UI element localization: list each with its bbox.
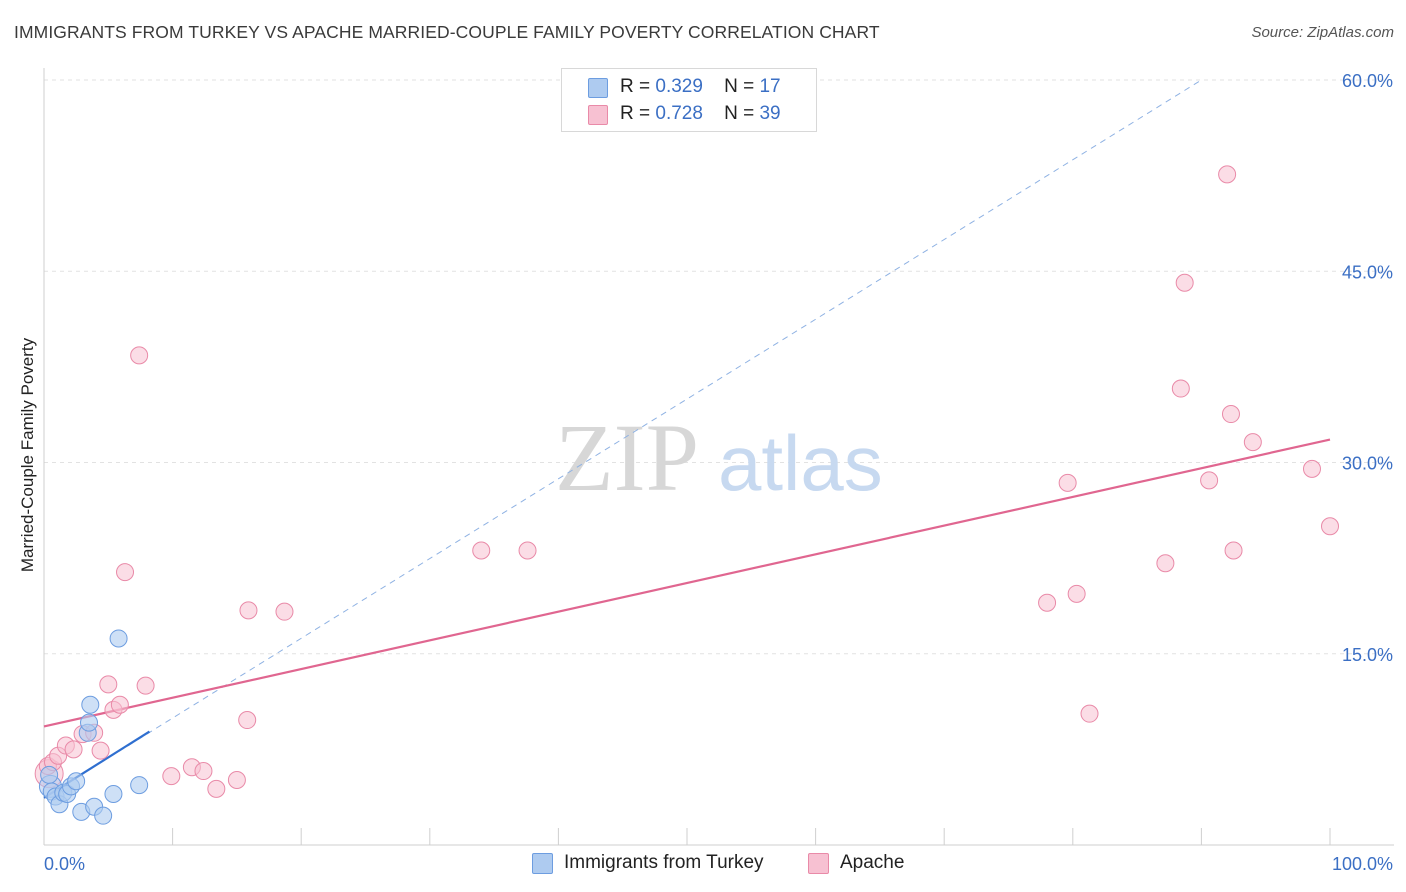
point-apache bbox=[130, 346, 149, 365]
legend-r-label: R = bbox=[620, 103, 651, 124]
point-apache bbox=[1058, 473, 1077, 492]
point-apache bbox=[1067, 584, 1086, 603]
point-apache bbox=[1302, 459, 1321, 478]
tick-labels: 15.0% 30.0% 45.0% 60.0% 0.0% 100.0% bbox=[44, 71, 1393, 874]
point-apache bbox=[1038, 593, 1057, 612]
x-tick-label: 0.0% bbox=[44, 854, 85, 874]
y-tick-label: 30.0% bbox=[1342, 454, 1393, 474]
point-turkey bbox=[130, 776, 149, 795]
point-apache bbox=[207, 779, 226, 798]
point-turkey bbox=[81, 695, 100, 714]
watermark-atlas: atlas bbox=[718, 419, 883, 507]
point-apache bbox=[1156, 554, 1175, 573]
point-turkey bbox=[40, 765, 59, 784]
point-apache bbox=[1224, 541, 1243, 560]
point-apache bbox=[1321, 517, 1339, 536]
point-turkey bbox=[67, 772, 86, 791]
point-apache bbox=[99, 675, 118, 694]
axes bbox=[43, 68, 1394, 846]
watermark: ZIP atlas bbox=[555, 404, 883, 511]
trend-line-turkey-extension bbox=[43, 79, 1202, 799]
bottom-legend-swatch-blue bbox=[532, 853, 553, 874]
point-apache bbox=[239, 601, 258, 620]
point-apache bbox=[1171, 379, 1190, 398]
point-apache bbox=[1080, 704, 1099, 723]
point-turkey bbox=[104, 785, 123, 803]
bottom-legend-label-apache: Apache bbox=[840, 852, 905, 873]
legend-n-label: N = bbox=[724, 76, 755, 97]
point-turkey bbox=[94, 806, 113, 825]
point-apache bbox=[64, 740, 83, 759]
legend-r-label: R = bbox=[620, 76, 651, 97]
legend-swatch-blue bbox=[588, 78, 608, 98]
legend-swatch-pink bbox=[588, 105, 608, 125]
point-apache bbox=[1200, 471, 1219, 490]
bottom-legend-label-turkey: Immigrants from Turkey bbox=[564, 852, 764, 873]
point-apache bbox=[194, 762, 213, 781]
y-axis-label: Married-Couple Family Poverty bbox=[18, 337, 37, 573]
data-points bbox=[34, 165, 1339, 825]
correlation-legend: R = 0.329 N = 17 R = 0.728 N = 39 bbox=[561, 68, 817, 132]
y-tick-label: 15.0% bbox=[1342, 645, 1393, 665]
trend-line-apache bbox=[43, 438, 1331, 728]
point-apache bbox=[472, 541, 491, 560]
y-tick-label: 45.0% bbox=[1342, 262, 1393, 282]
grid-lines bbox=[44, 79, 1394, 655]
point-apache bbox=[227, 770, 246, 789]
legend-n-value-turkey: 17 bbox=[759, 76, 781, 97]
point-apache bbox=[1218, 165, 1237, 184]
source-label: Source: ZipAtlas.com bbox=[1251, 24, 1394, 41]
point-apache bbox=[1221, 405, 1240, 424]
legend-r-value-apache: 0.728 bbox=[655, 103, 703, 124]
chart-title: IMMIGRANTS FROM TURKEY VS APACHE MARRIED… bbox=[14, 22, 880, 42]
x-tick-label: 100.0% bbox=[1332, 854, 1393, 874]
point-apache bbox=[518, 541, 537, 560]
point-apache bbox=[91, 741, 110, 760]
point-apache bbox=[162, 767, 181, 786]
bottom-legend-swatch-pink bbox=[808, 853, 829, 874]
point-apache bbox=[110, 695, 129, 714]
legend-n-label: N = bbox=[724, 103, 755, 124]
point-apache bbox=[1243, 433, 1262, 452]
legend-n-value-apache: 39 bbox=[759, 103, 781, 124]
point-turkey bbox=[80, 713, 99, 732]
legend-r-value-turkey: 0.329 bbox=[655, 76, 703, 97]
point-apache bbox=[238, 711, 257, 730]
point-apache bbox=[116, 563, 135, 582]
point-apache bbox=[136, 676, 155, 695]
point-apache bbox=[1175, 273, 1194, 292]
y-tick-label: 60.0% bbox=[1342, 71, 1393, 91]
point-turkey bbox=[109, 629, 128, 648]
point-apache bbox=[275, 602, 294, 621]
watermark-zip: ZIP bbox=[555, 404, 699, 511]
